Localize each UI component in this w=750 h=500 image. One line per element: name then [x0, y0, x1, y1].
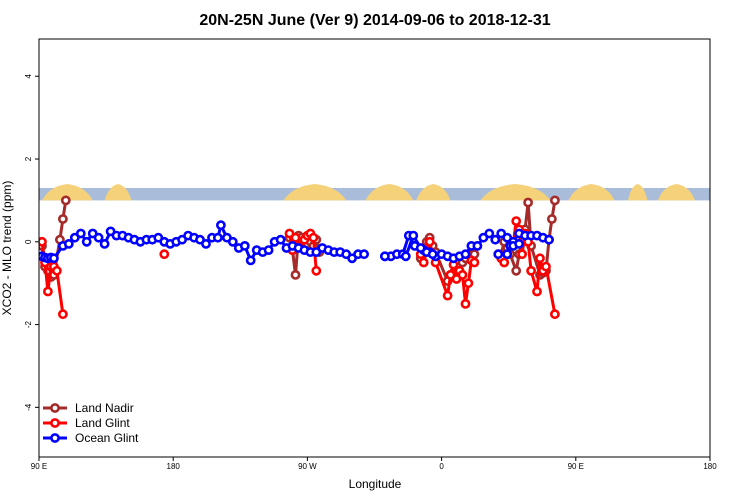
data-point [99, 238, 110, 249]
data-point [490, 234, 501, 245]
data-point [493, 249, 504, 260]
legend-item: Land Glint [43, 416, 130, 430]
x-tick-label: 180 [167, 462, 181, 471]
series-ocean-glint [39, 220, 554, 266]
data-point [511, 265, 522, 276]
data-point [275, 234, 286, 245]
y-axis: -4 -2 0 2 4 [24, 73, 39, 411]
land-segment [627, 183, 648, 201]
land-segment [568, 183, 615, 201]
data-point [460, 298, 471, 309]
data-point [49, 253, 59, 264]
legend-marker [50, 403, 60, 413]
data-point [58, 214, 68, 224]
data-point [472, 240, 483, 251]
data-point [93, 232, 104, 243]
legend-label: Ocean Glint [75, 431, 139, 445]
data-point [460, 249, 471, 260]
data-point [424, 236, 435, 247]
legend-marker [50, 418, 60, 428]
land-band [39, 183, 710, 201]
data-point [359, 249, 369, 260]
data-point [43, 286, 53, 297]
data-point [532, 286, 542, 297]
data-point [550, 195, 560, 206]
legend-marker [50, 433, 60, 443]
data-point [81, 236, 92, 247]
y-tick-label: 4 [24, 73, 33, 78]
land-segment [365, 183, 414, 201]
data-point [239, 240, 250, 251]
land-segment [480, 183, 551, 201]
data-point [535, 253, 545, 264]
legend-item: Ocean Glint [43, 431, 139, 445]
x-tick-label: 0 [439, 462, 444, 471]
data-point [215, 220, 226, 231]
x-tick-label: 180 [703, 462, 717, 471]
data-point [290, 232, 301, 243]
data-point [227, 236, 238, 247]
data-point [442, 290, 453, 301]
data-point [418, 257, 429, 268]
data-point [514, 238, 524, 249]
land-segment [657, 183, 696, 201]
data-point [60, 195, 71, 206]
y-tick-label: 0 [24, 239, 33, 244]
plot-frame [38, 38, 711, 458]
land-segment [41, 183, 93, 201]
data-point [544, 234, 554, 245]
x-axis-label: Longitude [349, 477, 402, 491]
data-point [502, 249, 513, 260]
series-layer [39, 195, 560, 320]
land-segment [283, 183, 347, 201]
y-tick-label: -4 [24, 403, 33, 411]
data-point [457, 269, 468, 280]
legend-item: Land Nadir [43, 401, 134, 415]
data-point [75, 228, 86, 239]
x-axis: 90 E 180 90 W 0 90 E 180 [31, 457, 717, 471]
data-point [63, 238, 74, 249]
data-point [201, 238, 211, 249]
data-point [517, 249, 527, 260]
data-point [212, 232, 223, 243]
x-tick-label: 90 E [568, 462, 584, 471]
data-point [547, 214, 557, 224]
y-axis-label: XCO2 - MLO trend (ppm) [0, 181, 14, 316]
data-point [469, 257, 480, 268]
data-point [400, 251, 411, 262]
data-point [484, 228, 495, 239]
x-tick-label: 90 W [298, 462, 317, 471]
legend-label: Land Glint [75, 416, 130, 430]
data-point [408, 230, 419, 241]
x-tick-label: 90 E [31, 462, 47, 471]
land-segment [104, 183, 132, 201]
data-point [58, 309, 68, 320]
data-point [523, 197, 533, 208]
data-point [52, 265, 62, 276]
data-point [526, 265, 536, 276]
data-point [308, 232, 319, 243]
legend-label: Land Nadir [75, 401, 134, 415]
data-point [290, 269, 301, 280]
data-point [499, 257, 510, 268]
data-point [263, 245, 274, 255]
data-point [427, 249, 438, 260]
y-tick-label: 2 [24, 156, 33, 161]
y-tick-label: -2 [24, 320, 33, 328]
land-segment [416, 183, 451, 201]
data-point [39, 236, 47, 247]
data-point [379, 251, 390, 262]
data-point [511, 216, 522, 226]
data-point [463, 278, 474, 289]
chart-title: 20N-25N June (Ver 9) 2014-09-06 to 2018-… [199, 12, 550, 29]
data-point [245, 255, 256, 266]
data-point [159, 249, 170, 260]
data-point [541, 261, 551, 272]
data-point [550, 309, 560, 320]
data-point [311, 265, 322, 276]
